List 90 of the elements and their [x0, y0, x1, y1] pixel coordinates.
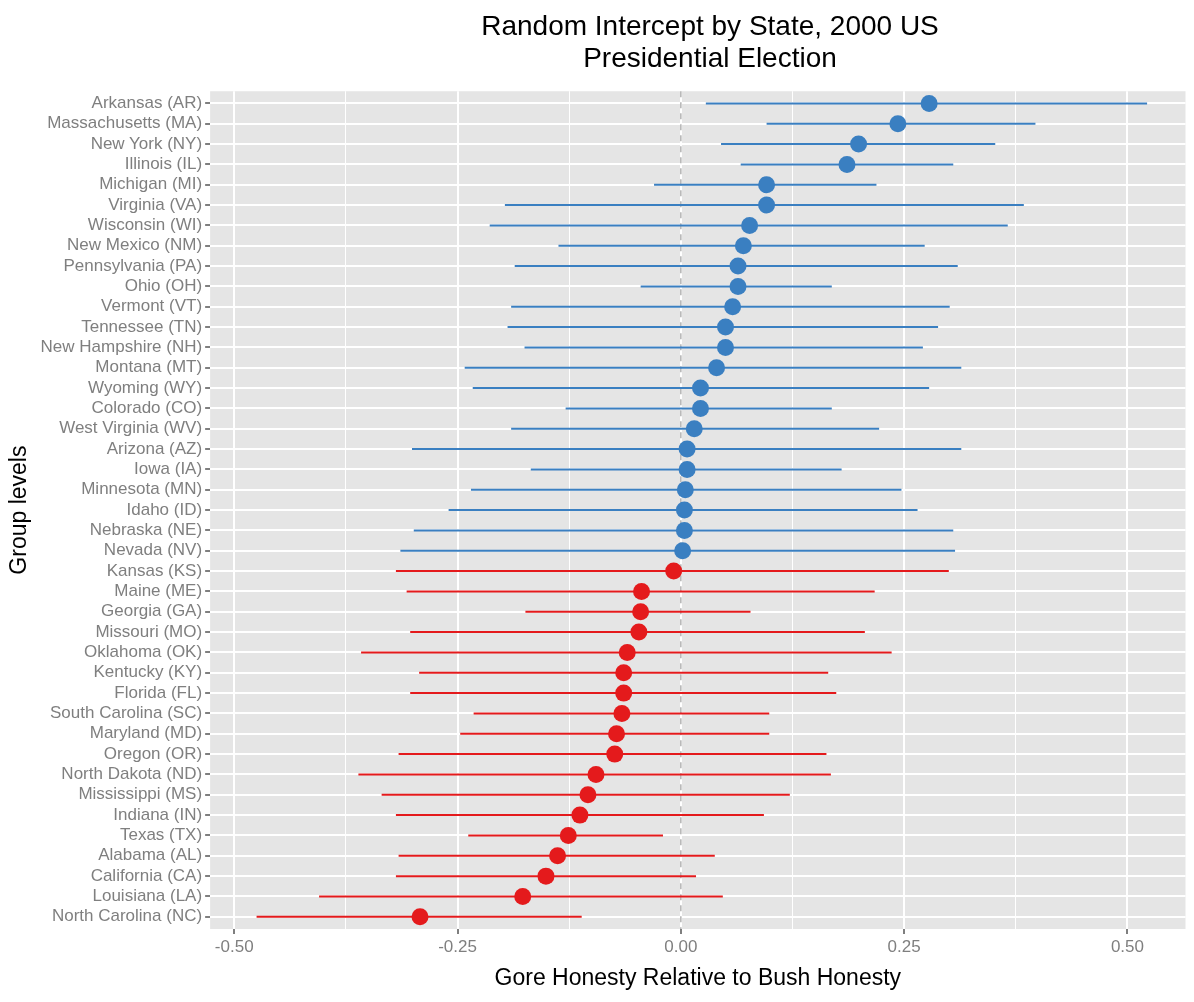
- point: [758, 176, 776, 194]
- point: [920, 94, 938, 112]
- y-tick-label: Nevada (NV): [103, 540, 203, 560]
- point: [411, 908, 429, 926]
- y-axis-title: Group levels: [5, 445, 32, 575]
- y-tick-label: Missouri (MO): [95, 621, 203, 641]
- y-tick-label: Iowa (IA): [134, 459, 203, 479]
- y-tick-label: Wisconsin (WI): [87, 215, 203, 235]
- y-tick-label: Texas (TX): [119, 825, 203, 845]
- y-tick-label: Massachusetts (MA): [47, 113, 203, 133]
- y-tick-label: Minnesota (MN): [81, 479, 203, 499]
- y-tick-label: Idaho (ID): [126, 499, 203, 519]
- point: [571, 806, 589, 824]
- y-tick-label: Mississippi (MS): [78, 784, 203, 804]
- point: [717, 318, 734, 336]
- x-axis-title: Gore Honesty Relative to Bush Honesty: [494, 963, 902, 990]
- y-tick-label: Tennessee (TN): [81, 316, 203, 336]
- y-tick-label: Maryland (MD): [89, 723, 203, 743]
- point: [675, 501, 693, 519]
- point: [618, 643, 636, 661]
- point: [537, 867, 555, 885]
- y-tick-label: California (CA): [90, 865, 203, 885]
- point: [758, 196, 776, 214]
- y-tick-label: Oklahoma (OK): [84, 642, 203, 662]
- point: [615, 664, 633, 682]
- point: [685, 420, 703, 438]
- point: [632, 603, 650, 621]
- point: [606, 745, 624, 763]
- point: [559, 826, 577, 844]
- point: [691, 399, 709, 417]
- point: [850, 135, 868, 153]
- point: [633, 582, 651, 600]
- y-tick-label: North Dakota (ND): [61, 764, 203, 784]
- y-tick-label: Arizona (AZ): [106, 438, 203, 458]
- point: [665, 562, 683, 580]
- point: [676, 481, 694, 499]
- point: [889, 115, 907, 133]
- x-tick-label: 0.25: [887, 936, 921, 956]
- y-tick-label: North Carolina (NC): [51, 906, 203, 926]
- y-tick-label: New Hampshire (NH): [40, 337, 203, 357]
- y-tick-label: New Mexico (NM): [67, 235, 203, 255]
- point: [678, 460, 696, 478]
- x-tick-label: -0.25: [438, 936, 477, 956]
- point: [579, 786, 597, 804]
- y-tick-label: Oregon (OR): [103, 743, 203, 763]
- chart-title: Random Intercept by State, 2000 US Presidential Election: [480, 10, 940, 74]
- y-tick-label: West Virginia (WV): [59, 418, 203, 438]
- point: [678, 440, 696, 458]
- x-tick-label: 0.50: [1110, 936, 1144, 956]
- y-tick-label: Louisiana (LA): [92, 886, 203, 906]
- point: [724, 298, 742, 316]
- point: [674, 542, 692, 560]
- y-tick-label: Kansas (KS): [106, 560, 203, 580]
- y-tick-label: Montana (MT): [95, 357, 203, 377]
- point: [675, 521, 693, 539]
- y-tick-label: Kentucky (KY): [93, 662, 203, 682]
- y-tick-label: Alabama (AL): [98, 845, 203, 865]
- point: [691, 379, 709, 397]
- point: [729, 257, 747, 275]
- point: [741, 216, 759, 234]
- point: [838, 155, 856, 173]
- y-tick-label: New York (NY): [90, 133, 203, 153]
- point: [708, 359, 726, 377]
- y-tick-label: Pennsylvania (PA): [63, 255, 203, 275]
- y-tick-label: Nebraska (NE): [89, 520, 203, 540]
- point: [717, 338, 734, 356]
- point: [613, 704, 631, 722]
- y-tick-label: Virginia (VA): [108, 194, 203, 214]
- point: [549, 847, 567, 865]
- y-tick-label: Illinois (IL): [124, 154, 203, 174]
- x-tick-label: 0.00: [664, 936, 698, 956]
- y-tick-label: Ohio (OH): [124, 276, 203, 296]
- y-tick-label: Maine (ME): [114, 581, 203, 601]
- y-tick-label: Wyoming (WY): [87, 377, 203, 397]
- y-tick-label: South Carolina (SC): [50, 703, 203, 723]
- point: [734, 237, 752, 255]
- y-tick-label: Georgia (GA): [101, 601, 203, 621]
- y-tick-label: Vermont (VT): [101, 296, 203, 316]
- y-tick-label: Florida (FL): [114, 682, 203, 702]
- point: [615, 684, 633, 702]
- x-tick-label: -0.50: [214, 936, 254, 956]
- point: [587, 765, 605, 783]
- point: [729, 277, 747, 295]
- y-tick-label: Colorado (CO): [91, 398, 203, 418]
- y-tick-label: Arkansas (AR): [91, 93, 203, 113]
- y-tick-label: Michigan (MI): [99, 174, 203, 194]
- point: [608, 725, 626, 743]
- point: [514, 887, 532, 905]
- y-tick-label: Indiana (IN): [113, 804, 203, 824]
- point: [630, 623, 648, 641]
